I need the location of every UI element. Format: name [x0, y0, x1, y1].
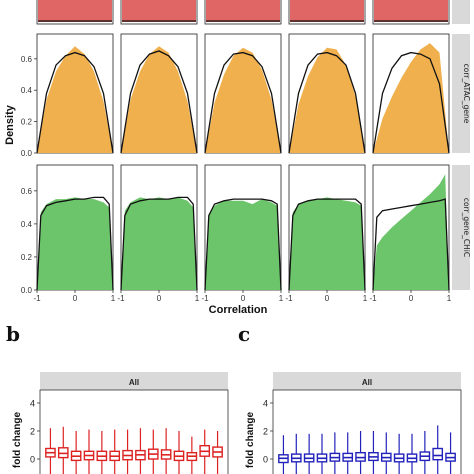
- density-fill-r2-c1: [121, 197, 197, 290]
- boxplot-panel-c: All 0 2 4 fold change: [245, 372, 462, 474]
- box-strip-label-b: All: [129, 378, 139, 387]
- density-line-r1-c1: [120, 50, 198, 154]
- density-line-r2-c0: [36, 196, 114, 291]
- density-strip-r2: [452, 165, 470, 290]
- density-ytick-label-r2-2: 0.4: [21, 220, 33, 229]
- density-strip-label-r2: corr_gene_CHiC: [462, 198, 471, 257]
- density-fill-r0-c1: [122, 0, 196, 22]
- density-fill-r0-c3: [290, 0, 364, 22]
- density-fill-r1-c2: [205, 47, 281, 153]
- box-ytick-label-c-1: 2: [263, 427, 268, 437]
- density-xtick-label-3-1: 0: [325, 294, 330, 303]
- density-fill-r2-c2: [205, 199, 281, 290]
- density-xtick-label-2-2: 1: [279, 294, 284, 303]
- density-xtick-label-2-1: 0: [241, 294, 246, 303]
- density-ytick-label-r1-2: 0.4: [21, 86, 33, 95]
- density-ytick-label-r1-1: 0.2: [21, 118, 33, 127]
- density-ytick-label-r2-0: 0.0: [21, 286, 33, 295]
- density-facet-grid: corr_ATAC_gene 0.0 0.2 0.4 0.6 corr_gene_CHiC…: [4, 0, 471, 316]
- density-line-r2-c4: [372, 198, 450, 291]
- density-ytick-label-r2-1: 0.2: [21, 253, 33, 262]
- density-line-r2-c3: [288, 198, 366, 291]
- density-xtick-label-4-0: -1: [369, 294, 377, 303]
- density-xtick-label-1-1: 0: [157, 294, 162, 303]
- box-ytick-label-b-0: 0: [30, 455, 35, 465]
- box-ytick-label-c-2: 4: [263, 399, 268, 409]
- density-xtick-label-0-0: -1: [33, 294, 41, 303]
- box-iqr-c-12: [432, 447, 444, 461]
- density-fill-r2-c4: [373, 174, 449, 290]
- density-line-r1-c3: [288, 51, 366, 154]
- density-ytick-label-r1-3: 0.6: [21, 55, 33, 64]
- box-strip-b: [40, 372, 228, 390]
- density-line-r2-c2: [204, 198, 282, 291]
- density-x-axis-title: Correlation: [209, 304, 268, 316]
- box-panel-frame-b: [39, 389, 229, 474]
- density-y-axis-title: Density: [4, 104, 16, 145]
- density-line-r2-c1: [120, 196, 198, 291]
- box-strip-label-c: All: [362, 378, 372, 387]
- density-fill-r2-c0: [37, 197, 113, 290]
- density-fill-r0-c4: [374, 0, 448, 22]
- boxplot-panel-b: All 0 2 4 fold change: [12, 372, 229, 474]
- panel-letter-b: b: [6, 322, 20, 346]
- box-strip-c: [273, 372, 461, 390]
- box-y-axis-title-c: fold change: [245, 412, 256, 469]
- density-xtick-label-4-1: 0: [409, 294, 414, 303]
- density-fill-r1-c1: [121, 46, 197, 153]
- panel-letter-c: c: [238, 322, 251, 346]
- box-ytick-label-c-0: 0: [263, 455, 268, 465]
- density-fill-r1-c3: [289, 47, 365, 153]
- density-xtick-label-2-0: -1: [201, 294, 209, 303]
- density-xtick-label-1-0: -1: [117, 294, 125, 303]
- density-strip-r1: [452, 34, 470, 153]
- density-ytick-label-r1-0: 0.0: [21, 149, 33, 158]
- density-ytick-label-r2-3: 0.6: [21, 187, 33, 196]
- box-ytick-label-b-2: 4: [30, 399, 35, 409]
- density-strip-r0: [452, 0, 470, 24]
- density-xtick-label-4-2: 1: [447, 294, 452, 303]
- density-fill-r0-c2: [206, 0, 280, 22]
- density-xtick-label-0-2: 1: [111, 294, 116, 303]
- density-xtick-label-3-2: 1: [363, 294, 368, 303]
- box-y-axis-title-b: fold change: [12, 412, 23, 469]
- density-fill-r2-c3: [289, 197, 365, 290]
- density-xtick-label-1-2: 1: [195, 294, 200, 303]
- density-fill-r1-c4: [373, 43, 449, 153]
- box-ytick-label-b-1: 2: [30, 427, 35, 437]
- density-fill-r1-c0: [37, 46, 113, 153]
- density-line-r1-c4: [372, 51, 450, 154]
- density-fill-r0-c0: [38, 0, 112, 22]
- density-line-r1-c0: [36, 51, 114, 154]
- density-xtick-label-3-0: -1: [285, 294, 293, 303]
- density-xtick-label-0-1: 0: [73, 294, 78, 303]
- density-strip-label-r1: corr_ATAC_gene: [462, 64, 471, 124]
- density-line-r1-c2: [204, 51, 282, 154]
